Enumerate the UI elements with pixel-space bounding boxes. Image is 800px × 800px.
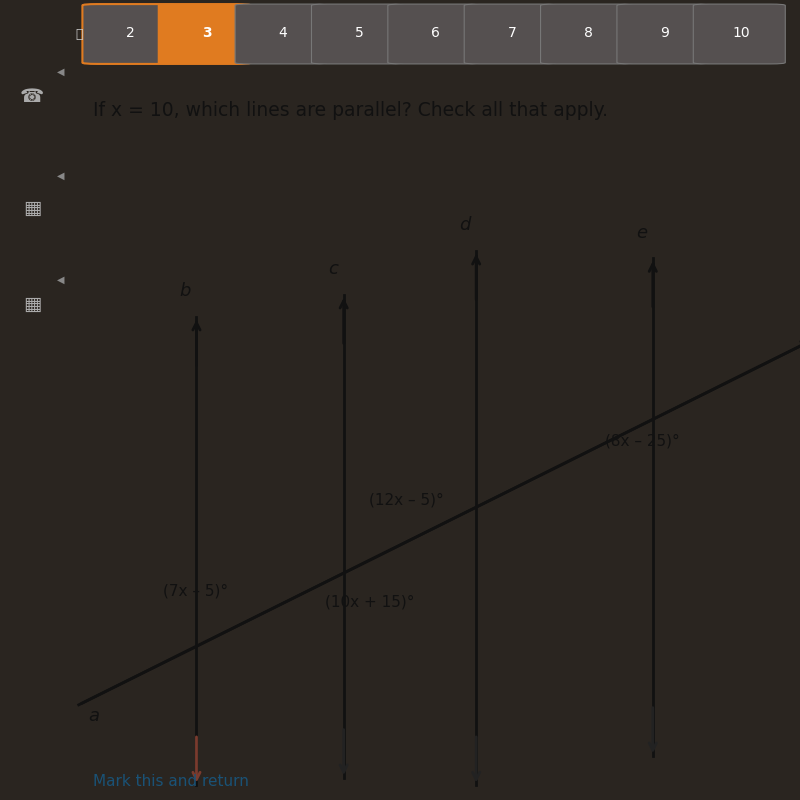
- FancyBboxPatch shape: [541, 4, 633, 64]
- Text: c: c: [328, 260, 338, 278]
- FancyBboxPatch shape: [311, 4, 403, 64]
- Text: ◀: ◀: [57, 67, 64, 77]
- FancyBboxPatch shape: [82, 4, 174, 64]
- Text: d: d: [459, 216, 471, 234]
- Text: (12x – 5)°: (12x – 5)°: [370, 492, 444, 507]
- Text: 7: 7: [508, 26, 517, 40]
- Text: 3: 3: [202, 26, 211, 40]
- FancyBboxPatch shape: [464, 4, 556, 64]
- Text: 2: 2: [126, 26, 134, 40]
- Text: ◀: ◀: [57, 171, 64, 181]
- Text: ▦: ▦: [23, 294, 41, 314]
- Text: 8: 8: [584, 26, 593, 40]
- Text: e: e: [636, 224, 647, 242]
- Text: 4: 4: [278, 26, 287, 40]
- Text: Mark this and return: Mark this and return: [94, 774, 250, 789]
- FancyBboxPatch shape: [694, 4, 786, 64]
- Text: ◀: ◀: [57, 275, 64, 285]
- Text: (10x + 15)°: (10x + 15)°: [326, 595, 414, 610]
- Text: (8x – 25)°: (8x – 25)°: [605, 434, 680, 449]
- Text: 6: 6: [431, 26, 440, 40]
- FancyBboxPatch shape: [388, 4, 480, 64]
- Text: 🔒: 🔒: [75, 27, 82, 41]
- Text: ☎: ☎: [20, 86, 44, 106]
- FancyBboxPatch shape: [235, 4, 327, 64]
- Text: b: b: [180, 282, 191, 300]
- Text: 9: 9: [660, 26, 669, 40]
- Text: 10: 10: [732, 26, 750, 40]
- Text: a: a: [88, 707, 99, 725]
- FancyBboxPatch shape: [617, 4, 709, 64]
- FancyBboxPatch shape: [158, 4, 250, 64]
- Text: If x = 10, which lines are parallel? Check all that apply.: If x = 10, which lines are parallel? Che…: [94, 101, 609, 120]
- Text: ▦: ▦: [23, 198, 41, 218]
- Text: 5: 5: [355, 26, 364, 40]
- Text: (7x – 5)°: (7x – 5)°: [163, 584, 229, 599]
